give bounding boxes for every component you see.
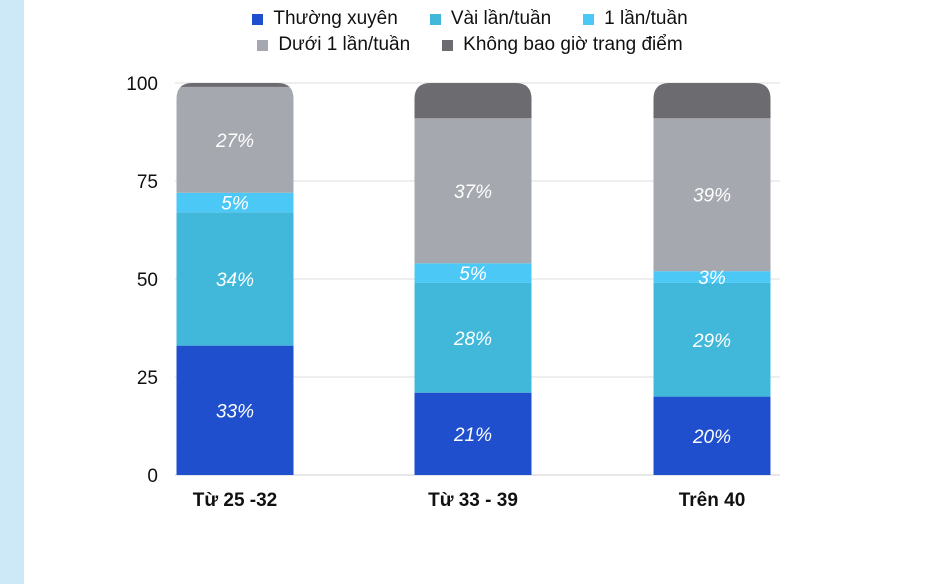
- x-category-label: Trên 40: [679, 490, 746, 511]
- data-label: 21%: [453, 425, 492, 446]
- y-tick-label: 50: [137, 270, 158, 291]
- y-tick-label: 100: [126, 74, 158, 95]
- legend-swatch: [252, 13, 264, 25]
- bar-segment: [176, 345, 294, 475]
- data-label: 5%: [221, 194, 249, 215]
- data-label: 20%: [692, 427, 731, 448]
- legend-row-2: Dưới 1 lần/tuần Không bao giờ trang điểm: [0, 32, 940, 58]
- x-category-label: Từ 33 - 39: [428, 490, 518, 511]
- data-label: 5%: [459, 264, 487, 285]
- bar-stack: [653, 83, 771, 475]
- bar-segment: [176, 86, 294, 193]
- data-label: 28%: [453, 329, 492, 350]
- legend-label: 1 lần/tuần: [604, 8, 688, 29]
- bar-segment: [653, 83, 771, 119]
- data-label: 39%: [693, 186, 731, 207]
- legend-label: Dưới 1 lần/tuần: [278, 34, 411, 55]
- bar-segment: [176, 212, 294, 346]
- bar-segment: [176, 192, 294, 213]
- legend-label: Không bao giờ trang điểm: [463, 34, 683, 55]
- legend-label: Vài lần/tuần: [450, 8, 552, 29]
- data-label: 33%: [216, 401, 254, 422]
- legend-swatch: [257, 39, 269, 51]
- y-tick-label: 0: [147, 466, 158, 487]
- legend-item-thuong-xuyen: Thường xuyên: [252, 8, 398, 30]
- bar-stack: [414, 83, 532, 475]
- legend-label: Thường xuyên: [273, 8, 398, 29]
- legend-swatch: [583, 13, 595, 25]
- legend-swatch: [429, 13, 441, 25]
- legend-swatch: [442, 39, 454, 51]
- data-label: 29%: [692, 331, 731, 352]
- chart-legend: Thường xuyên Vài lần/tuần 1 lần/tuần Dướ…: [0, 6, 940, 58]
- data-label: 37%: [454, 182, 492, 203]
- bar-segment: [653, 396, 771, 475]
- bar-segment: [653, 282, 771, 397]
- legend-row-1: Thường xuyên Vài lần/tuần 1 lần/tuần: [0, 6, 940, 32]
- left-accent-strip: [0, 0, 24, 584]
- y-tick-label: 25: [137, 368, 158, 389]
- bar-segment: [414, 282, 532, 393]
- bar-segment: [653, 271, 771, 283]
- legend-item-khong-bao-gio: Không bao giờ trang điểm: [442, 34, 683, 56]
- bar-segment: [414, 392, 532, 475]
- legend-item-1-lan-tuan: 1 lần/tuần: [583, 8, 688, 30]
- bar-segment: [414, 83, 532, 119]
- data-label: 34%: [216, 270, 254, 291]
- bar-segment: [414, 118, 532, 264]
- bar-stack: [176, 83, 294, 475]
- legend-item-vai-lan-tuan: Vài lần/tuần: [429, 8, 552, 30]
- bar-segment: [653, 118, 771, 272]
- data-label: 27%: [215, 131, 254, 152]
- legend-item-duoi-1-lan-tuan: Dưới 1 lần/tuần: [257, 34, 410, 56]
- bar-segment: [176, 83, 294, 87]
- x-category-label: Từ 25 -32: [193, 490, 278, 511]
- data-label: 3%: [698, 268, 726, 289]
- bar-segment: [414, 263, 532, 283]
- y-tick-label: 75: [137, 172, 158, 193]
